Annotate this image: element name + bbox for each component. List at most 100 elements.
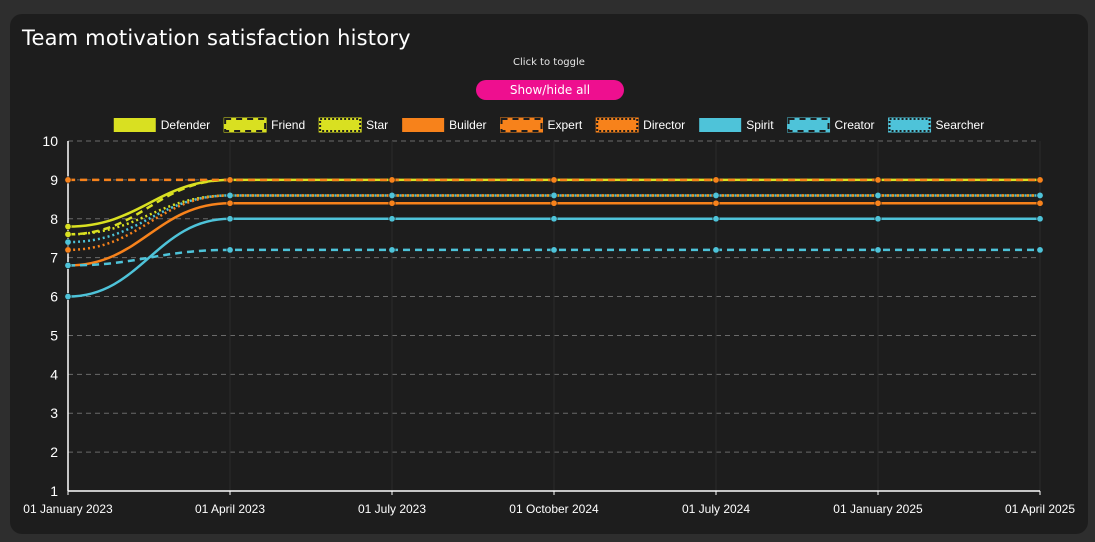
legend-swatch bbox=[113, 118, 156, 132]
legend-label: Expert bbox=[548, 118, 583, 132]
legend: Defender Friend Star Builder Expert Director S… bbox=[113, 117, 985, 133]
series-expert bbox=[64, 176, 1044, 184]
x-tick-label: 01 April 2025 bbox=[1005, 502, 1075, 516]
y-tick-label: 10 bbox=[42, 133, 58, 149]
data-point[interactable] bbox=[388, 199, 396, 207]
data-point[interactable] bbox=[874, 191, 882, 199]
data-point[interactable] bbox=[388, 191, 396, 199]
y-tick-label: 7 bbox=[50, 250, 58, 266]
legend-item-defender[interactable]: Defender bbox=[113, 118, 210, 132]
legend-swatch-pattern bbox=[888, 118, 931, 132]
legend-swatch-pattern bbox=[596, 118, 639, 132]
data-point[interactable] bbox=[712, 199, 720, 207]
data-point[interactable] bbox=[1036, 215, 1044, 223]
y-tick-label: 3 bbox=[50, 405, 58, 421]
data-point[interactable] bbox=[874, 176, 882, 184]
legend-swatch bbox=[402, 118, 445, 132]
legend-item-expert[interactable]: Expert bbox=[500, 117, 583, 133]
y-tick-label: 5 bbox=[50, 327, 58, 343]
legend-item-director[interactable]: Director bbox=[595, 117, 685, 133]
data-point[interactable] bbox=[64, 293, 72, 301]
series-line bbox=[67, 178, 1040, 228]
show-hide-all-button[interactable]: Show/hide all bbox=[476, 80, 624, 100]
grid bbox=[68, 140, 1041, 491]
data-point[interactable] bbox=[226, 246, 234, 254]
data-point[interactable] bbox=[712, 246, 720, 254]
series-creator bbox=[64, 246, 1044, 269]
series-lines bbox=[64, 176, 1044, 301]
x-tick-label: 01 January 2023 bbox=[23, 502, 113, 516]
y-tick-label: 4 bbox=[50, 366, 58, 382]
data-point[interactable] bbox=[226, 215, 234, 223]
legend-label: Spirit bbox=[746, 118, 774, 132]
chart-card: Team motivation satisfaction history Cli… bbox=[10, 14, 1088, 534]
legend-item-star[interactable]: Star bbox=[318, 117, 388, 133]
y-tick-label: 8 bbox=[50, 211, 58, 227]
legend-item-friend[interactable]: Friend bbox=[223, 117, 305, 133]
x-tick-label: 01 July 2024 bbox=[682, 502, 750, 516]
legend-swatch-pattern bbox=[224, 118, 267, 132]
data-point[interactable] bbox=[64, 230, 72, 238]
legend-swatch-pattern bbox=[500, 118, 543, 132]
legend-label: Builder bbox=[449, 118, 486, 132]
y-tick-label: 2 bbox=[50, 444, 58, 460]
chart-title: Team motivation satisfaction history bbox=[22, 26, 411, 50]
legend-item-builder[interactable]: Builder bbox=[402, 118, 487, 132]
data-point[interactable] bbox=[550, 199, 558, 207]
data-point[interactable] bbox=[550, 215, 558, 223]
toggle-hint: Click to toggle bbox=[513, 57, 585, 68]
data-point[interactable] bbox=[550, 191, 558, 199]
data-point[interactable] bbox=[874, 246, 882, 254]
legend-label: Defender bbox=[161, 118, 210, 132]
y-tick-label: 6 bbox=[50, 289, 58, 305]
data-point[interactable] bbox=[550, 246, 558, 254]
data-point[interactable] bbox=[64, 223, 72, 231]
data-point[interactable] bbox=[712, 176, 720, 184]
data-point[interactable] bbox=[64, 261, 72, 269]
legend-swatch bbox=[699, 118, 742, 132]
data-point[interactable] bbox=[1036, 199, 1044, 207]
data-point[interactable] bbox=[64, 246, 72, 254]
data-point[interactable] bbox=[1036, 176, 1044, 184]
x-tick-label: 01 January 2025 bbox=[833, 502, 923, 516]
legend-swatch-pattern bbox=[319, 118, 362, 132]
legend-swatch bbox=[500, 117, 544, 133]
x-tick-label: 01 October 2024 bbox=[509, 502, 599, 516]
data-point[interactable] bbox=[1036, 191, 1044, 199]
data-point[interactable] bbox=[226, 176, 234, 184]
legend-swatch bbox=[787, 117, 831, 133]
data-point[interactable] bbox=[226, 191, 234, 199]
legend-label: Searcher bbox=[936, 118, 985, 132]
legend-label: Creator bbox=[835, 118, 875, 132]
legend-item-spirit[interactable]: Spirit bbox=[699, 118, 774, 132]
data-point[interactable] bbox=[388, 215, 396, 223]
data-point[interactable] bbox=[64, 176, 72, 184]
data-point[interactable] bbox=[874, 199, 882, 207]
legend-swatch bbox=[318, 117, 362, 133]
legend-swatch-pattern bbox=[787, 118, 830, 132]
legend-label: Friend bbox=[271, 118, 305, 132]
data-point[interactable] bbox=[64, 238, 72, 246]
legend-item-searcher[interactable]: Searcher bbox=[888, 117, 985, 133]
data-point[interactable] bbox=[874, 215, 882, 223]
data-point[interactable] bbox=[712, 191, 720, 199]
data-point[interactable] bbox=[388, 246, 396, 254]
series-line bbox=[67, 248, 1040, 267]
data-point[interactable] bbox=[226, 199, 234, 207]
y-tick-label: 1 bbox=[50, 483, 58, 499]
x-tick-label: 01 July 2023 bbox=[358, 502, 426, 516]
legend-item-creator[interactable]: Creator bbox=[787, 117, 875, 133]
legend-swatch bbox=[223, 117, 267, 133]
data-point[interactable] bbox=[388, 176, 396, 184]
data-point[interactable] bbox=[712, 215, 720, 223]
axes: 1 2 3 4 5 6 7 8 9 10 01 January 2023 01 April 2023 0… bbox=[23, 133, 1075, 516]
legend-label: Director bbox=[643, 118, 685, 132]
data-point[interactable] bbox=[550, 176, 558, 184]
legend-swatch bbox=[888, 117, 932, 133]
y-tick-label: 9 bbox=[50, 172, 58, 188]
legend-label: Star bbox=[366, 118, 388, 132]
line-chart: Defender Friend Star Builder Expert Director S… bbox=[23, 117, 1075, 516]
series-line bbox=[67, 201, 1040, 267]
data-point[interactable] bbox=[1036, 246, 1044, 254]
series-spirit bbox=[64, 215, 1044, 301]
